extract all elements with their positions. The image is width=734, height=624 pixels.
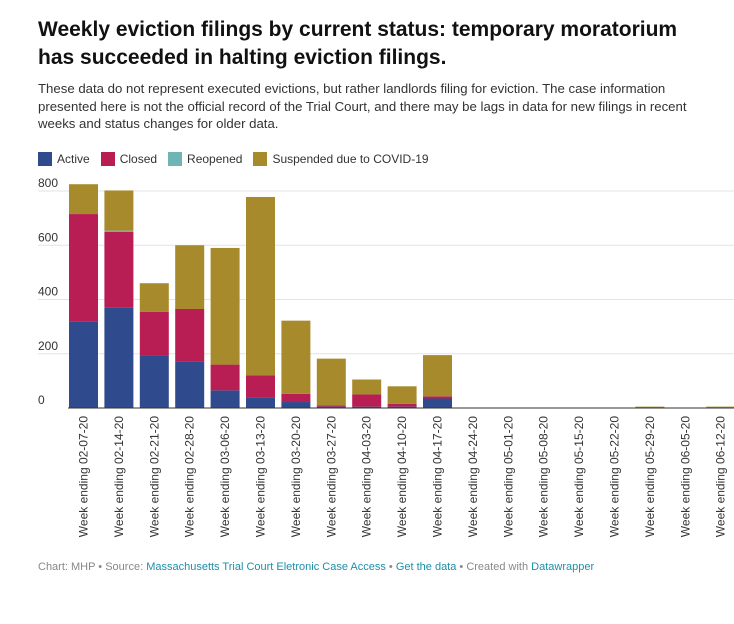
x-tick-label: Week ending 02-28-20: [183, 416, 197, 538]
bar-segment: [175, 308, 205, 362]
bar-segment: [316, 406, 346, 408]
bar-segment: [635, 406, 665, 408]
bar-segment: [387, 406, 417, 408]
bar-segment: [352, 379, 382, 395]
y-tick-label: 400: [38, 285, 58, 299]
y-tick-label: 0: [38, 393, 45, 407]
bar-segment: [175, 245, 205, 309]
x-tick-label: Week ending 02-07-20: [77, 416, 91, 538]
bar-segment: [281, 402, 311, 408]
legend-label: Active: [57, 152, 90, 166]
x-tick-label: Week ending 05-29-20: [643, 416, 657, 538]
bar-segment: [352, 394, 382, 407]
bar-segment: [69, 184, 98, 215]
bar-segment: [69, 214, 98, 322]
x-tick-label: Week ending 03-06-20: [218, 416, 232, 538]
x-tick-label: Week ending 05-22-20: [608, 416, 622, 538]
bar-segment: [423, 355, 452, 397]
bar-segment: [423, 398, 452, 408]
bar-segment: [281, 320, 311, 394]
bar-segment: [210, 247, 240, 365]
legend-label: Reopened: [187, 152, 243, 166]
bar-segment: [706, 406, 734, 408]
datawrapper-link[interactable]: Datawrapper: [531, 561, 595, 573]
bar-segment: [423, 396, 452, 399]
bar-segment: [139, 283, 169, 312]
x-tick-label: Week ending 03-20-20: [289, 416, 303, 538]
bar-segment: [69, 321, 98, 408]
legend-item: Reopened: [168, 152, 242, 166]
legend-swatch: [38, 152, 52, 166]
x-tick-label: Week ending 04-03-20: [360, 416, 374, 538]
chart-footer: Chart: MHP • Source: Massachusetts Trial…: [38, 561, 594, 573]
footer-prefix: Chart: MHP • Source:: [38, 561, 147, 573]
source-link[interactable]: Massachusetts Trial Court Eletronic Case…: [146, 561, 386, 573]
x-tick-label: Week ending 05-01-20: [501, 416, 515, 538]
bar-segment: [387, 386, 417, 404]
legend-swatch: [100, 152, 115, 166]
legend-swatch: [168, 152, 183, 166]
x-tick-label: Week ending 04-10-20: [395, 416, 409, 538]
bar-segment: [316, 358, 346, 406]
bar-segment: [352, 406, 382, 408]
x-tick-label: Week ending 05-08-20: [537, 416, 551, 538]
bar-segment: [104, 190, 134, 231]
bar-segment: [104, 230, 134, 232]
bar-segment: [175, 361, 205, 408]
y-tick-label: 800: [38, 176, 58, 190]
x-tick-label: Week ending 03-27-20: [324, 416, 338, 538]
y-tick-label: 600: [38, 230, 58, 244]
footer-created-with: • Created with: [456, 561, 532, 573]
bar-segment: [246, 397, 275, 408]
x-tick-label: Week ending 05-15-20: [572, 416, 586, 538]
x-tick-label: Week ending 06-12-20: [714, 416, 728, 538]
bar-segment: [246, 196, 275, 376]
legend-item: Closed: [100, 152, 158, 166]
bar-segment: [387, 403, 417, 407]
x-tick-label: Week ending 03-13-20: [254, 416, 268, 538]
legend-label: Closed: [119, 152, 158, 166]
bar-chart: 0 200 400 600 800 Week ending 02-07-20 Week en…: [38, 176, 734, 538]
bar-segment: [139, 311, 169, 356]
bar-segment: [281, 393, 311, 403]
bar-segment: [316, 405, 346, 407]
legend-item: Suspended due to COVID-19: [253, 152, 429, 166]
bar-segment: [210, 390, 240, 408]
y-tick-label: 200: [38, 339, 58, 353]
legend-label: Suspended due to COVID-19: [272, 152, 429, 166]
legend-item: Active: [38, 152, 90, 166]
x-tick-label: Week ending 04-24-20: [466, 416, 480, 538]
bar-segment: [210, 364, 240, 391]
bar-segment: [104, 307, 134, 408]
x-tick-label: Week ending 02-14-20: [112, 416, 126, 538]
legend-swatch: [253, 152, 268, 166]
chart-legend: Active Closed Reopened Suspended due to COV…: [38, 151, 440, 167]
x-tick-label: Week ending 02-21-20: [147, 416, 161, 538]
bar-segment: [104, 231, 134, 308]
x-tick-label: Week ending 06-05-20: [678, 416, 692, 538]
x-tick-label: Week ending 04-17-20: [431, 416, 445, 538]
get-data-link[interactable]: Get the data: [395, 561, 457, 573]
chart-title: Weekly eviction filings by current statu…: [38, 18, 678, 69]
footer-separator: •: [385, 561, 396, 573]
bar-segment: [246, 375, 275, 398]
chart-subtitle: These data do not represent executed evi…: [38, 81, 687, 131]
bar-segment: [139, 355, 169, 408]
